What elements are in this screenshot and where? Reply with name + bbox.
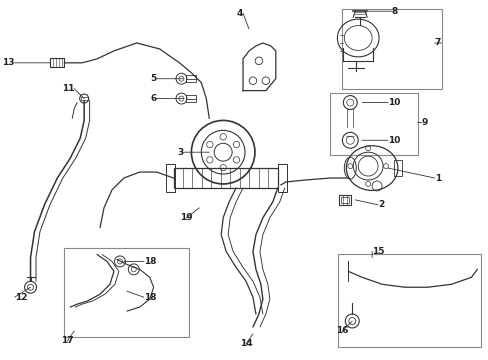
Bar	[64, 248, 189, 337]
Text: 7: 7	[434, 39, 440, 48]
Text: 10: 10	[387, 136, 400, 145]
Text: 8: 8	[391, 7, 397, 16]
Bar	[277, 164, 286, 192]
Text: 17: 17	[61, 336, 73, 345]
Bar	[339, 195, 350, 205]
Bar	[393, 160, 401, 176]
Bar	[342, 9, 441, 89]
Bar	[173, 168, 277, 188]
Text: 18: 18	[143, 257, 156, 266]
Bar	[330, 93, 417, 155]
Text: 4: 4	[236, 9, 243, 18]
Bar	[341, 197, 348, 203]
Text: 1: 1	[434, 174, 440, 183]
Bar	[50, 58, 64, 67]
Text: 3: 3	[177, 148, 183, 157]
Bar	[186, 75, 196, 82]
Text: 6: 6	[150, 94, 156, 103]
Text: 5: 5	[150, 74, 156, 83]
Bar	[186, 95, 196, 102]
Bar	[338, 255, 480, 347]
Text: 14: 14	[239, 339, 252, 348]
Text: 13: 13	[2, 58, 15, 67]
Text: 9: 9	[421, 118, 427, 127]
Text: 18: 18	[143, 293, 156, 302]
Text: 2: 2	[377, 200, 384, 209]
Text: 16: 16	[335, 327, 348, 336]
Text: 15: 15	[371, 247, 384, 256]
Text: 12: 12	[15, 293, 27, 302]
Text: 19: 19	[180, 213, 192, 222]
Text: 11: 11	[61, 84, 74, 93]
Bar	[81, 97, 87, 100]
Bar	[165, 164, 174, 192]
Text: 10: 10	[387, 98, 400, 107]
